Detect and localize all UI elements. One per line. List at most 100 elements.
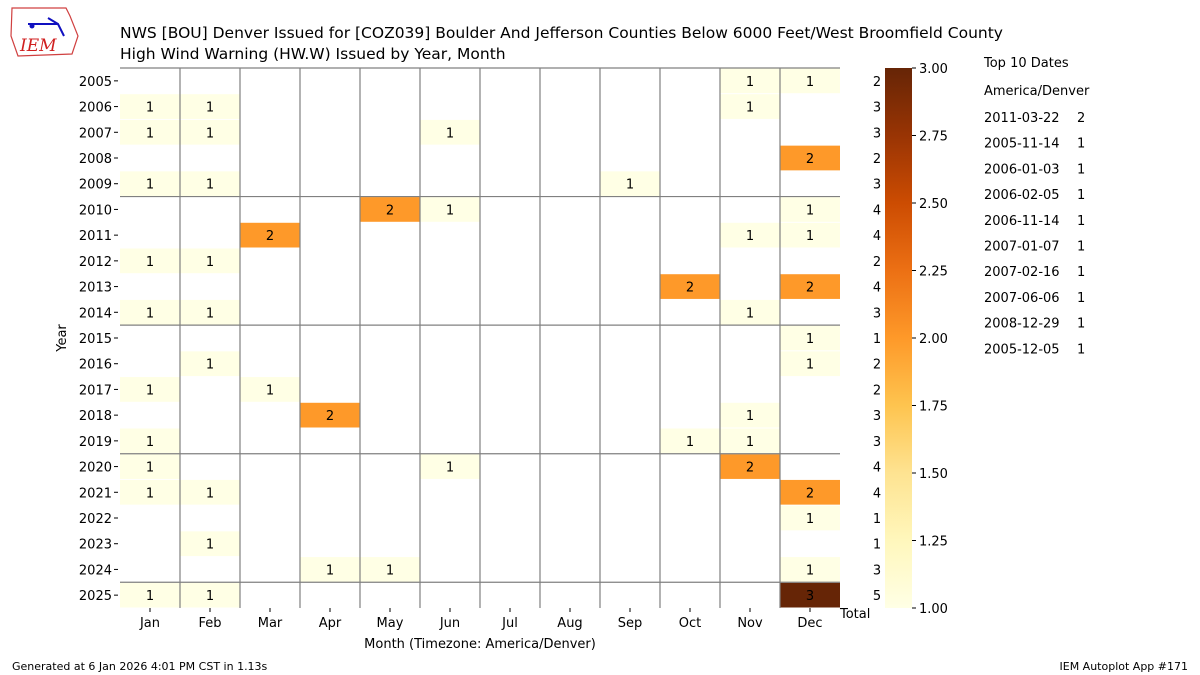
chart-subtitle: High Wind Warning (HW.W) Issued by Year,… [120, 45, 506, 63]
heatmap-cell [240, 222, 300, 248]
top10-count: 1 [1077, 265, 1085, 280]
y-tick-label: 2005 [79, 75, 112, 90]
y-tick-label: 2023 [79, 538, 112, 553]
y-tick-label: 2011 [79, 229, 112, 244]
y-tick-label: 2019 [79, 435, 112, 450]
row-total-label: 2 [873, 383, 881, 398]
cell-value-label: 1 [266, 383, 274, 398]
heatmap-cell [600, 171, 660, 197]
cell-value-label: 1 [686, 435, 694, 450]
cell-value-label: 1 [146, 486, 154, 501]
cell-value-label: 1 [206, 126, 214, 141]
heatmap-cell [780, 274, 840, 299]
x-tick-label: Jun [439, 616, 460, 631]
y-tick-label: 2015 [79, 332, 112, 347]
cell-value-label: 1 [326, 563, 334, 578]
cell-value-label: 2 [806, 152, 814, 167]
heatmap-cell [180, 94, 240, 119]
y-tick-label: 2010 [79, 203, 112, 218]
heatmap-cell [180, 119, 240, 145]
cell-value-label: 1 [146, 383, 154, 398]
cell-value-label: 1 [146, 435, 154, 450]
cell-value-label: 1 [806, 332, 814, 347]
cell-value-label: 1 [146, 306, 154, 321]
colorbar-tick-label: 3.00 [919, 62, 948, 77]
cell-value-label: 1 [806, 358, 814, 373]
cell-value-label: 2 [746, 461, 754, 476]
y-tick-label: 2017 [79, 383, 112, 398]
y-tick-label: 2018 [79, 409, 112, 424]
cell-value-label: 1 [806, 75, 814, 90]
cell-value-label: 3 [806, 589, 814, 604]
cell-value-label: 1 [146, 589, 154, 604]
x-tick-label: Mar [258, 616, 283, 631]
cell-value-label: 1 [746, 409, 754, 424]
cell-value-label: 1 [206, 358, 214, 373]
heatmap-cell [780, 582, 840, 608]
cell-value-label: 1 [446, 203, 454, 218]
x-tick-label: May [377, 616, 404, 631]
y-tick-label: 2016 [79, 358, 112, 373]
cell-value-label: 1 [446, 126, 454, 141]
x-tick-label: Feb [198, 616, 221, 631]
top10-count: 1 [1077, 317, 1085, 332]
row-total-label: 3 [873, 563, 881, 578]
cell-value-label: 2 [386, 203, 394, 218]
heatmap-cell [180, 248, 240, 274]
logo-text: IEM [19, 36, 57, 56]
heatmap-cell [780, 325, 840, 351]
top10-count: 1 [1077, 291, 1085, 306]
heatmap-cell [780, 479, 840, 505]
cell-value-label: 1 [206, 589, 214, 604]
top10-title: Top 10 Dates [983, 56, 1069, 71]
row-total-label: 3 [873, 306, 881, 321]
top10-date: 2008-12-29 [984, 317, 1060, 332]
heatmap-cell [180, 351, 240, 377]
cell-value-label: 1 [746, 101, 754, 116]
row-total-label: 1 [873, 332, 881, 347]
heatmap-cell [300, 402, 360, 428]
heatmap-cell [360, 557, 420, 582]
y-tick-label: 2008 [79, 152, 112, 167]
colorbar-tick-label: 1.50 [919, 467, 948, 482]
cell-value-label: 1 [746, 229, 754, 244]
top10-count: 1 [1077, 162, 1085, 177]
row-total-label: 3 [873, 435, 881, 450]
heatmap-cell [780, 222, 840, 248]
cell-value-label: 2 [266, 229, 274, 244]
heatmap-cell [780, 505, 840, 531]
y-tick-label: 2021 [79, 486, 112, 501]
top10-date: 2005-12-05 [984, 342, 1060, 357]
heatmap-cell [720, 402, 780, 428]
top10-date: 2007-01-07 [984, 240, 1060, 255]
cell-value-label: 1 [146, 101, 154, 116]
cell-value-label: 1 [386, 563, 394, 578]
colorbar-tick-label: 2.00 [919, 332, 948, 347]
cell-value-label: 1 [206, 101, 214, 116]
cell-value-label: 1 [806, 512, 814, 527]
top10-count: 1 [1077, 342, 1085, 357]
heatmap-cell [780, 197, 840, 222]
row-total-label: 2 [873, 255, 881, 270]
iowa-map-icon: IEM [10, 7, 79, 57]
heatmap-cell [120, 377, 180, 402]
top10-date: 2006-11-14 [984, 214, 1060, 229]
heatmap-cell [420, 119, 480, 145]
y-tick-label: 2025 [79, 589, 112, 604]
y-tick-label: 2009 [79, 178, 112, 193]
x-tick-label: Jul [501, 616, 518, 631]
y-tick-label: 2024 [79, 563, 112, 578]
y-tick-label: 2013 [79, 281, 112, 296]
x-tick-label: Apr [319, 616, 342, 631]
heatmap-cell [120, 454, 180, 479]
row-total-label: 4 [873, 229, 881, 244]
colorbar [885, 68, 912, 608]
cell-value-label: 1 [746, 75, 754, 90]
top10-count: 1 [1077, 137, 1085, 152]
cell-value-label: 1 [146, 461, 154, 476]
heatmap-cell [180, 299, 240, 325]
top10-date: 2011-03-22 [984, 111, 1060, 126]
heatmap-cell [720, 299, 780, 325]
row-total-label: 5 [873, 589, 881, 604]
heatmap-cell [780, 557, 840, 582]
